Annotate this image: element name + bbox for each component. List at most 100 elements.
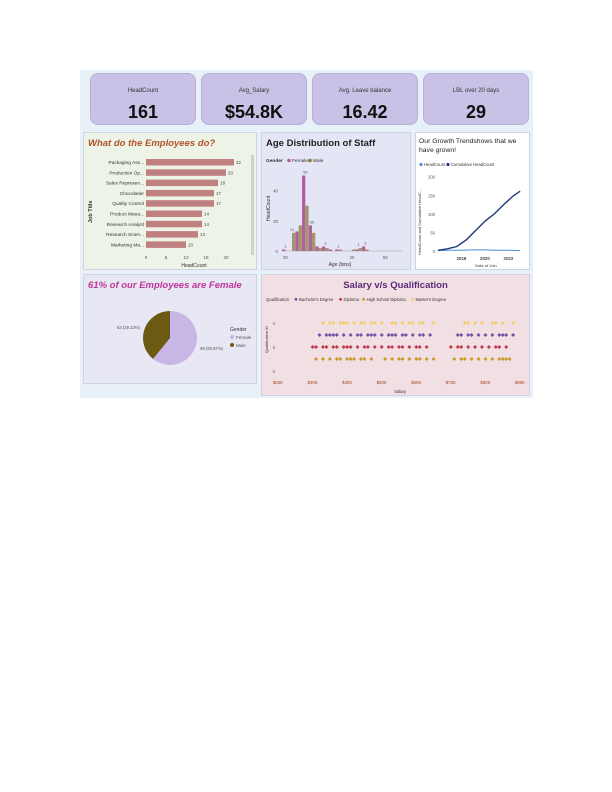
age-x-tick: 40 (350, 255, 355, 260)
salary-point (397, 345, 401, 349)
scrollbar[interactable] (251, 155, 254, 255)
job-category-label: Packaging Ass... (109, 160, 144, 166)
salary-point (327, 333, 332, 337)
salary-x-tick: $20K (273, 380, 283, 385)
growth-chart-title: Our Growth Trendshows that we have grown… (419, 138, 517, 154)
pie-legend-male[interactable]: Male (236, 343, 246, 348)
salary-point (393, 321, 398, 325)
age-bar (298, 225, 302, 251)
job-category-label: Research Scien... (106, 232, 144, 238)
salary-point (379, 321, 384, 325)
salary-point (320, 321, 325, 325)
salary-point (334, 333, 339, 337)
salary-point (459, 333, 464, 337)
job-bar-value: 17 (216, 201, 221, 206)
panel-salary-qualification: Salary v/s Qualification Qualification Q… (261, 274, 530, 396)
salary-point (417, 345, 422, 349)
salary-point (486, 345, 491, 349)
salary-point (490, 357, 495, 361)
cumulative-headcount-line (437, 190, 521, 251)
legend-female-dot (287, 158, 291, 163)
salary-point (372, 321, 377, 325)
salary-legend-item: Master's Degree (415, 297, 446, 302)
salary-point (424, 357, 429, 361)
salary-point (320, 357, 325, 361)
job-bar-value: 20 (228, 170, 233, 175)
salary-point (355, 345, 360, 349)
job-bar-value: 14 (204, 212, 209, 217)
salary-point (390, 333, 395, 337)
salary-point (459, 357, 464, 361)
salary-point (497, 345, 502, 349)
growth-y-tick: 150 (428, 193, 436, 198)
salary-point (358, 357, 363, 361)
salary-point (497, 357, 502, 361)
age-bar-label: 12 (290, 227, 295, 232)
job-bar (146, 200, 214, 207)
salary-point (320, 345, 325, 349)
salary-point (483, 333, 488, 337)
growth-x-tick: 2020 (480, 256, 490, 261)
salary-point (348, 333, 353, 337)
growth-y-axis-label: HeadCount and Cumulative HeadC... (417, 189, 422, 255)
age-bar (338, 249, 342, 251)
salary-point (348, 357, 353, 361)
kpi-lbl-over-20-label: LBL over 20 days (452, 88, 500, 94)
age-legend-title: Gender (266, 158, 283, 164)
salary-legend-marker (294, 297, 298, 302)
salary-point (334, 357, 339, 361)
age-chart-title: Age Distribution of Staff (266, 138, 376, 149)
salary-chart-title: Salary v/s Qualification (343, 280, 448, 291)
growth-legend-cumulative[interactable]: Cumulative HeadCount (451, 162, 495, 167)
salary-x-tick: $50K (377, 380, 387, 385)
salary-point (345, 345, 350, 349)
job-category-label: Sales Represen... (106, 181, 144, 187)
panel-gender-pie: 61% of our Employees are Female Gender F… (83, 274, 257, 384)
salary-point (407, 321, 412, 325)
job-chart-title: What do the Employees do? (88, 138, 216, 149)
salary-point (386, 333, 391, 337)
salary-point (331, 333, 336, 337)
salary-point (511, 321, 516, 325)
age-legend-male[interactable]: Male (313, 158, 324, 164)
salary-point (400, 333, 405, 337)
growth-x-tick: 2022 (504, 256, 514, 261)
salary-point (483, 357, 488, 361)
age-bar-label: 1 (358, 242, 361, 247)
salary-point (431, 357, 436, 361)
salary-point (497, 333, 502, 337)
gender-pie-chart: Gender Female Male 98 (60.87%) 63 (39.13%… (117, 311, 252, 365)
salary-point (493, 345, 498, 349)
kpi-headcount: HeadCount 161 (90, 73, 196, 125)
job-category-label: Marketing Ma... (111, 242, 144, 248)
salary-point (428, 333, 433, 337)
job-bar (146, 241, 186, 248)
pie-slice (152, 311, 197, 365)
job-bar (146, 179, 218, 187)
salary-point (369, 321, 374, 325)
salary-point (490, 333, 495, 337)
age-y-axis-label: HeadCount (266, 195, 272, 221)
salary-legend-marker (361, 297, 366, 302)
salary-point (393, 333, 398, 337)
kpi-headcount-value: 161 (127, 102, 159, 122)
age-bar-label: 1 (338, 243, 341, 248)
age-bar (308, 225, 312, 251)
age-legend-female[interactable]: Female (292, 158, 308, 164)
growth-legend-headcount[interactable]: HeadCount (424, 162, 446, 167)
salary-point (341, 321, 346, 325)
salary-x-axis-label: Salary (394, 389, 407, 394)
age-bar (328, 249, 332, 251)
salary-scatter-chart: Qualification Qualification ID Salary Ba… (264, 297, 525, 394)
headcount-line (437, 249, 521, 252)
job-x-axis-label: HeadCount (181, 263, 207, 269)
salary-point (369, 333, 374, 337)
kpi-headcount-label: HeadCount (127, 88, 159, 94)
salary-point (327, 321, 332, 325)
salary-y-tick: 2 (273, 345, 276, 350)
pie-legend-female[interactable]: Female (236, 335, 252, 340)
salary-point (341, 333, 346, 337)
age-bar (362, 246, 366, 251)
salary-legend-title: Qualification (266, 297, 290, 302)
salary-point (390, 321, 395, 325)
